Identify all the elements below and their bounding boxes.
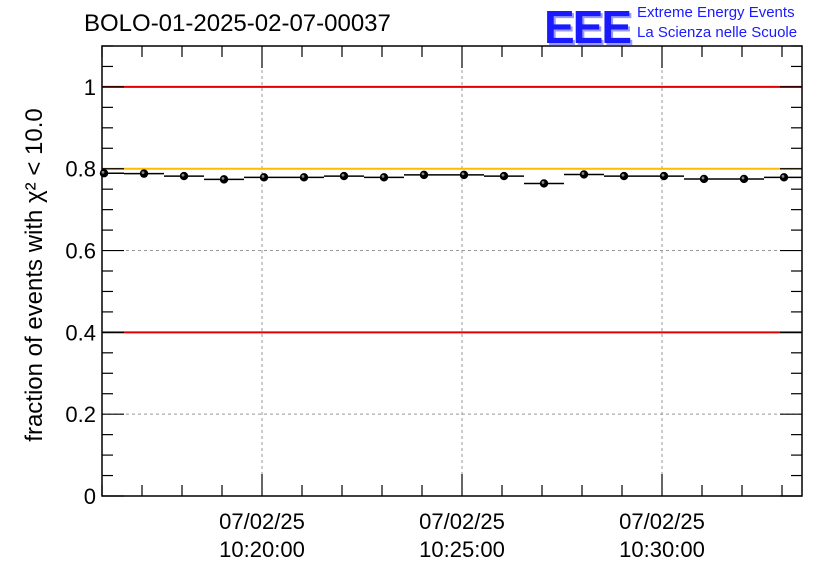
- data-point: [219, 175, 229, 184]
- x-tick-label-time: 10:20:00: [219, 537, 305, 562]
- data-point: [179, 171, 189, 181]
- data-point-highlight: [261, 174, 265, 178]
- plot-frame: [101, 45, 803, 497]
- y-tick-label: 0: [84, 484, 96, 509]
- x-tick-label-date: 07/02/25: [419, 509, 505, 534]
- data-point-highlight: [701, 176, 705, 180]
- data-point-highlight: [181, 173, 185, 177]
- data-point: [459, 170, 469, 180]
- data-point: [579, 170, 589, 179]
- data-point: [139, 169, 149, 178]
- data-point-highlight: [141, 171, 145, 175]
- logo-line-2: La Scienza nelle Scuole: [637, 24, 798, 41]
- data-point-highlight: [661, 173, 665, 177]
- y-tick-label: 0.2: [65, 402, 96, 427]
- data-point-highlight: [461, 172, 465, 176]
- data-point: [779, 173, 789, 182]
- data-point: [499, 171, 509, 181]
- x-tick-label-time: 10:25:00: [419, 537, 505, 562]
- y-tick-label: 0.4: [65, 320, 96, 345]
- y-tick-label: 1: [84, 75, 96, 100]
- data-point-highlight: [501, 173, 505, 177]
- x-tick-label-time: 10:30:00: [619, 537, 705, 562]
- data-point: [739, 174, 749, 184]
- data-point-highlight: [781, 174, 785, 178]
- chart-title: BOLO-01-2025-02-07-00037: [84, 10, 391, 37]
- y-tick-label: 0.8: [65, 157, 96, 182]
- data-point-highlight: [621, 173, 625, 177]
- data-point-highlight: [341, 173, 345, 177]
- data-point-highlight: [221, 176, 225, 180]
- data-point: [339, 171, 349, 181]
- data-point-highlight: [381, 174, 385, 178]
- data-point-highlight: [581, 172, 585, 175]
- x-tick-label-date: 07/02/25: [219, 509, 305, 534]
- x-tick-label-date: 07/02/25: [619, 509, 705, 534]
- data-point: [619, 171, 629, 181]
- y-axis-label: fraction of events with χ² < 10.0: [21, 108, 48, 441]
- data-point: [539, 179, 549, 188]
- data-point: [699, 174, 709, 184]
- logo-line-1: Extreme Energy Events: [637, 4, 795, 21]
- data-point: [259, 173, 269, 182]
- data-point-highlight: [101, 170, 105, 174]
- y-tick-label: 0.6: [65, 239, 96, 264]
- data-point-highlight: [421, 172, 425, 176]
- data-point: [659, 171, 669, 181]
- data-point: [299, 173, 309, 182]
- data-point-highlight: [301, 174, 305, 178]
- data-point: [419, 170, 429, 180]
- data-point: [99, 169, 109, 178]
- data-point-highlight: [741, 176, 745, 180]
- data-point-highlight: [541, 181, 545, 184]
- data-point: [379, 173, 389, 182]
- eee-logo: EEE: [544, 1, 632, 53]
